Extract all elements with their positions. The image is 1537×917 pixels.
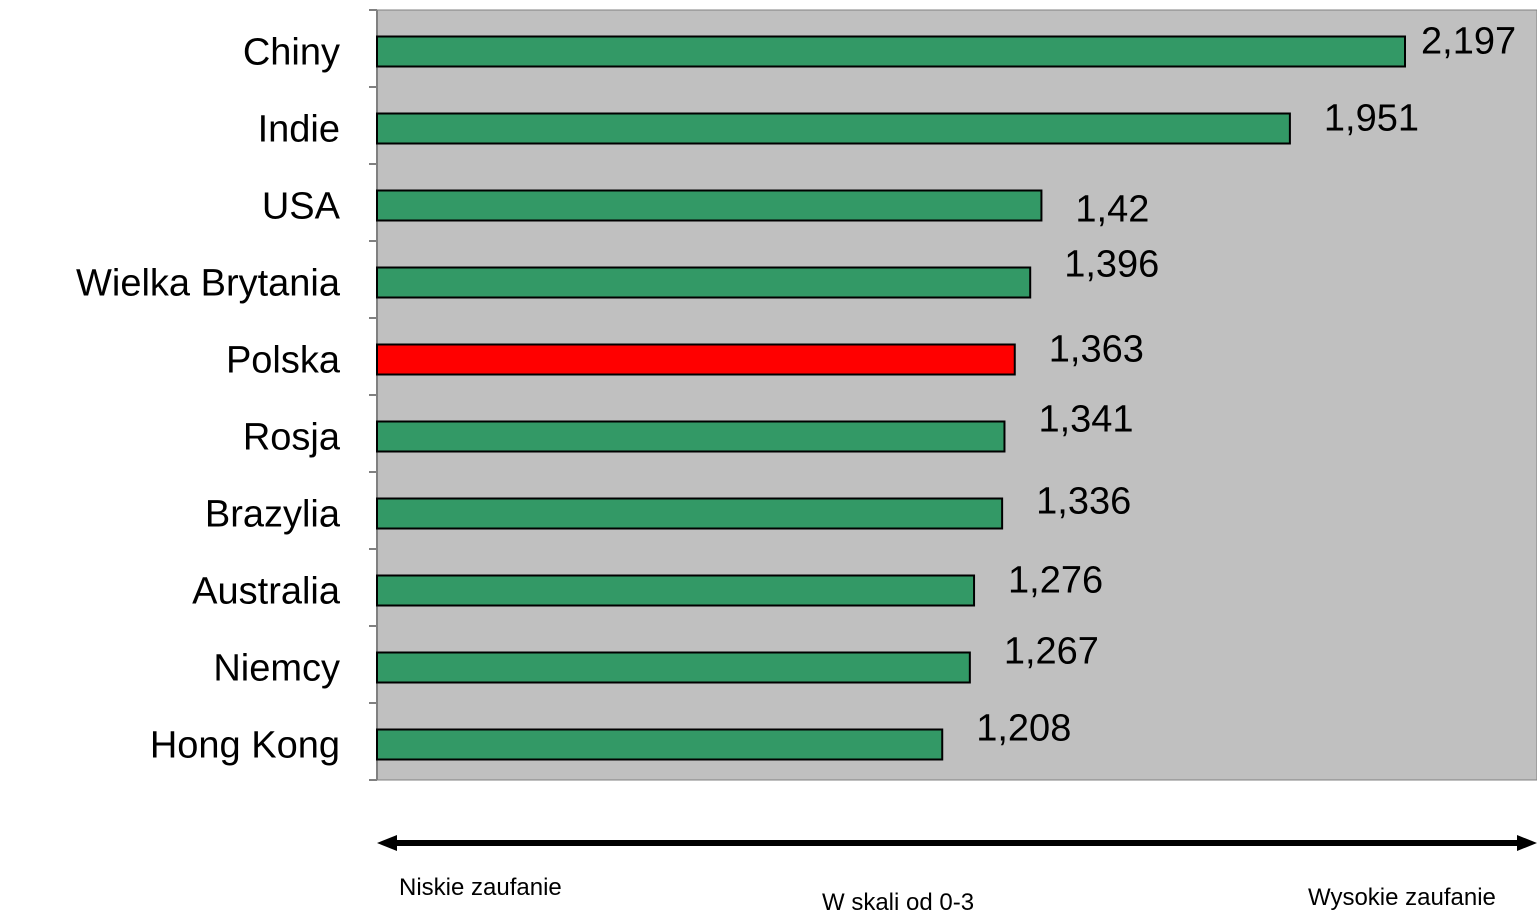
- value-label: 1,208: [976, 708, 1071, 750]
- bar-polska: [376, 343, 1016, 376]
- category-label: Wielka Brytania: [76, 263, 341, 305]
- value-label: 1,42: [1075, 189, 1149, 231]
- category-label: Polska: [226, 340, 341, 382]
- bar-indie: [376, 112, 1291, 145]
- value-label: 1,276: [1008, 560, 1103, 602]
- bar-niemcy: [376, 651, 971, 684]
- scale-low-label: Niskie zaufanie: [399, 874, 562, 901]
- category-label: USA: [262, 186, 341, 228]
- value-label: 1,341: [1038, 399, 1133, 441]
- scale-center-label: W skali od 0-3: [822, 889, 975, 916]
- scale-arrow-left-head: [377, 835, 397, 851]
- scale-arrow-right-head: [1517, 835, 1537, 851]
- scale-high-label: Wysokie zaufanie: [1308, 884, 1496, 911]
- category-label: Hong Kong: [150, 725, 340, 767]
- category-label: Brazylia: [205, 494, 341, 536]
- category-label: Rosja: [243, 417, 341, 459]
- value-label: 1,951: [1324, 98, 1419, 140]
- bar-brazylia: [376, 497, 1004, 530]
- value-label: 1,336: [1036, 481, 1131, 523]
- category-label: Niemcy: [213, 648, 340, 690]
- value-label: 2,197: [1421, 21, 1516, 63]
- value-label: 1,267: [1004, 631, 1099, 673]
- value-label: 1,363: [1049, 329, 1144, 371]
- category-label: Indie: [258, 109, 340, 151]
- value-label: 1,396: [1064, 244, 1159, 286]
- bar-australia: [376, 574, 976, 607]
- bar-usa: [376, 189, 1043, 222]
- bar-rosja: [376, 420, 1006, 453]
- category-label: Chiny: [243, 32, 340, 74]
- bar-hong-kong: [376, 728, 944, 761]
- bar-chiny: [376, 35, 1406, 68]
- bar-wielka-brytania: [376, 266, 1032, 299]
- category-label: Australia: [192, 571, 341, 613]
